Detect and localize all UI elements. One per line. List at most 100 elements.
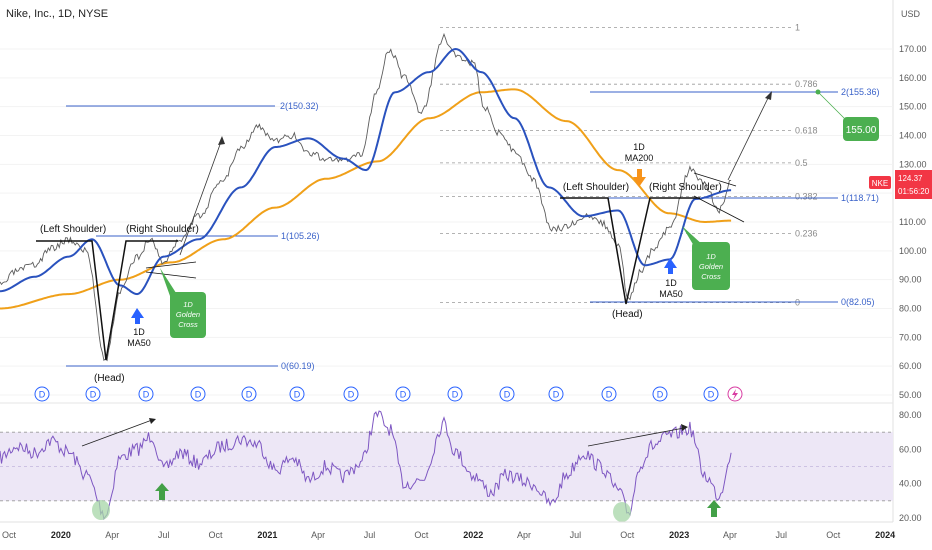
dividend-letter: D: [553, 390, 560, 400]
price-tick-label: 60.00: [899, 361, 922, 371]
target-price-label: 155.00: [846, 125, 877, 136]
wedge-line-upper-1: [145, 261, 197, 269]
rsi-oversold-marker-1: [92, 500, 110, 520]
dividend-marker[interactable]: D: [241, 386, 257, 402]
rsi-up-arrow-1: [155, 483, 169, 500]
wedge-line-lower-1: [145, 271, 197, 279]
dividend-marker[interactable]: D: [343, 386, 359, 402]
time-tick-label: Apr: [517, 530, 531, 540]
price-tick-label: 170.00: [899, 44, 927, 54]
price-tick-label: 110.00: [899, 217, 926, 227]
dividend-letter: D: [400, 390, 407, 400]
level-label-60: 0(60.19): [281, 361, 315, 371]
ma200-arrow: [633, 169, 646, 187]
dividend-marker[interactable]: D: [548, 386, 564, 402]
golden-cross-callout-2: 1D Golden Cross: [682, 226, 730, 290]
fibonacci-levels: 1 0.786 0.618 0.5 0.382 0.236 0: [440, 22, 818, 308]
rsi-oversold-marker-2: [613, 502, 631, 522]
dividend-marker[interactable]: D: [652, 386, 668, 402]
ma50-arrow-2: [664, 258, 677, 274]
time-tick-label: Apr: [311, 530, 325, 540]
price-tick-label: 160.00: [899, 73, 927, 83]
dividend-letter: D: [294, 390, 301, 400]
current-price-value: 124.37: [898, 174, 923, 183]
time-tick-label: 2022: [463, 530, 483, 540]
dividend-marker[interactable]: D: [34, 386, 50, 402]
head-shoulders-outline-1: [36, 240, 178, 361]
rsi-up-arrow-2: [707, 500, 721, 517]
price-tick-label: 80.00: [899, 304, 922, 314]
ma50-line: [0, 47, 732, 296]
ma50-label-1: 1D MA50: [127, 327, 151, 348]
rsi-tick-label: 60.00: [899, 444, 922, 454]
projection-arrowhead-1: [218, 136, 225, 145]
projection-arrow-1: [179, 138, 223, 256]
currency-label: USD: [901, 9, 921, 19]
fib-label: 0.5: [795, 158, 808, 168]
dividend-letter: D: [195, 390, 202, 400]
head-shoulders-outline-2: [560, 197, 700, 305]
label-right-shoulder-1: (Right Shoulder): [126, 224, 199, 235]
rsi-tick-label: 80.00: [899, 410, 922, 420]
price-tick-label: 140.00: [899, 131, 927, 141]
wedge-line-upper-2: [693, 172, 737, 187]
price-tick-label: 100.00: [899, 246, 927, 256]
dividend-marker[interactable]: D: [703, 386, 719, 402]
level-label-118: 1(118.71): [841, 193, 879, 203]
fib-label: 1: [795, 22, 800, 32]
dividend-marker[interactable]: D: [499, 386, 515, 402]
earnings-marker[interactable]: [727, 386, 743, 402]
time-tick-label: Jul: [364, 530, 376, 540]
wedge-line-lower-2: [693, 195, 745, 223]
ma200-line: [0, 88, 732, 310]
time-tick-label: 2021: [257, 530, 277, 540]
rsi-divergence-line-2: [587, 427, 685, 447]
time-tick-label: Apr: [723, 530, 737, 540]
fib-label: 0.786: [795, 79, 818, 89]
label-left-shoulder-2: (Left Shoulder): [563, 182, 629, 193]
dividend-letter: D: [504, 390, 511, 400]
fib-label: 0.382: [795, 192, 818, 202]
dividend-letter: D: [39, 390, 46, 400]
dividend-marker[interactable]: D: [289, 386, 305, 402]
symbol-label: NKE: [872, 179, 888, 188]
label-right-shoulder-2: (Right Shoulder): [649, 182, 722, 193]
time-tick-label: Oct: [208, 530, 223, 540]
time-tick-label: 2024: [875, 530, 895, 540]
time-tick-label: 2023: [669, 530, 689, 540]
label-left-shoulder-1: (Left Shoulder): [40, 224, 106, 235]
target-price-box: [843, 117, 879, 141]
price-tick-label: 130.00: [899, 159, 927, 169]
target-connector: [817, 91, 849, 123]
dividend-marker[interactable]: D: [85, 386, 101, 402]
rsi-tick-label: 40.00: [899, 479, 922, 489]
price-tick-label: 90.00: [899, 275, 922, 285]
label-head-2: (Head): [612, 309, 643, 320]
dividend-letter: D: [452, 390, 459, 400]
rsi-tick-label: 20.00: [899, 513, 922, 523]
rsi-divergence-line-1: [81, 419, 153, 447]
price-tick-label: 70.00: [899, 332, 922, 342]
dividend-marker[interactable]: D: [190, 386, 206, 402]
level-label-155: 2(155.36): [841, 87, 880, 97]
chart-title: Nike, Inc., 1D, NYSE: [6, 8, 108, 20]
ma200-label: 1D MA200: [625, 142, 654, 163]
fib-label: 0: [795, 298, 800, 308]
dividend-letter: D: [348, 390, 355, 400]
price-line: [0, 32, 732, 362]
current-price-badge: [895, 170, 932, 199]
level-label-105: 1(105.26): [281, 231, 320, 241]
time-tick-label: Oct: [620, 530, 635, 540]
dividend-marker[interactable]: D: [601, 386, 617, 402]
time-tick-label: 2020: [51, 530, 71, 540]
dividend-marker[interactable]: D: [138, 386, 154, 402]
level-label-82: 0(82.05): [841, 297, 875, 307]
dividend-letter: D: [90, 390, 97, 400]
dividend-marker[interactable]: D: [447, 386, 463, 402]
projection-arrowhead-2: [765, 91, 772, 100]
dividend-marker[interactable]: D: [395, 386, 411, 402]
dividend-letter: D: [143, 390, 150, 400]
